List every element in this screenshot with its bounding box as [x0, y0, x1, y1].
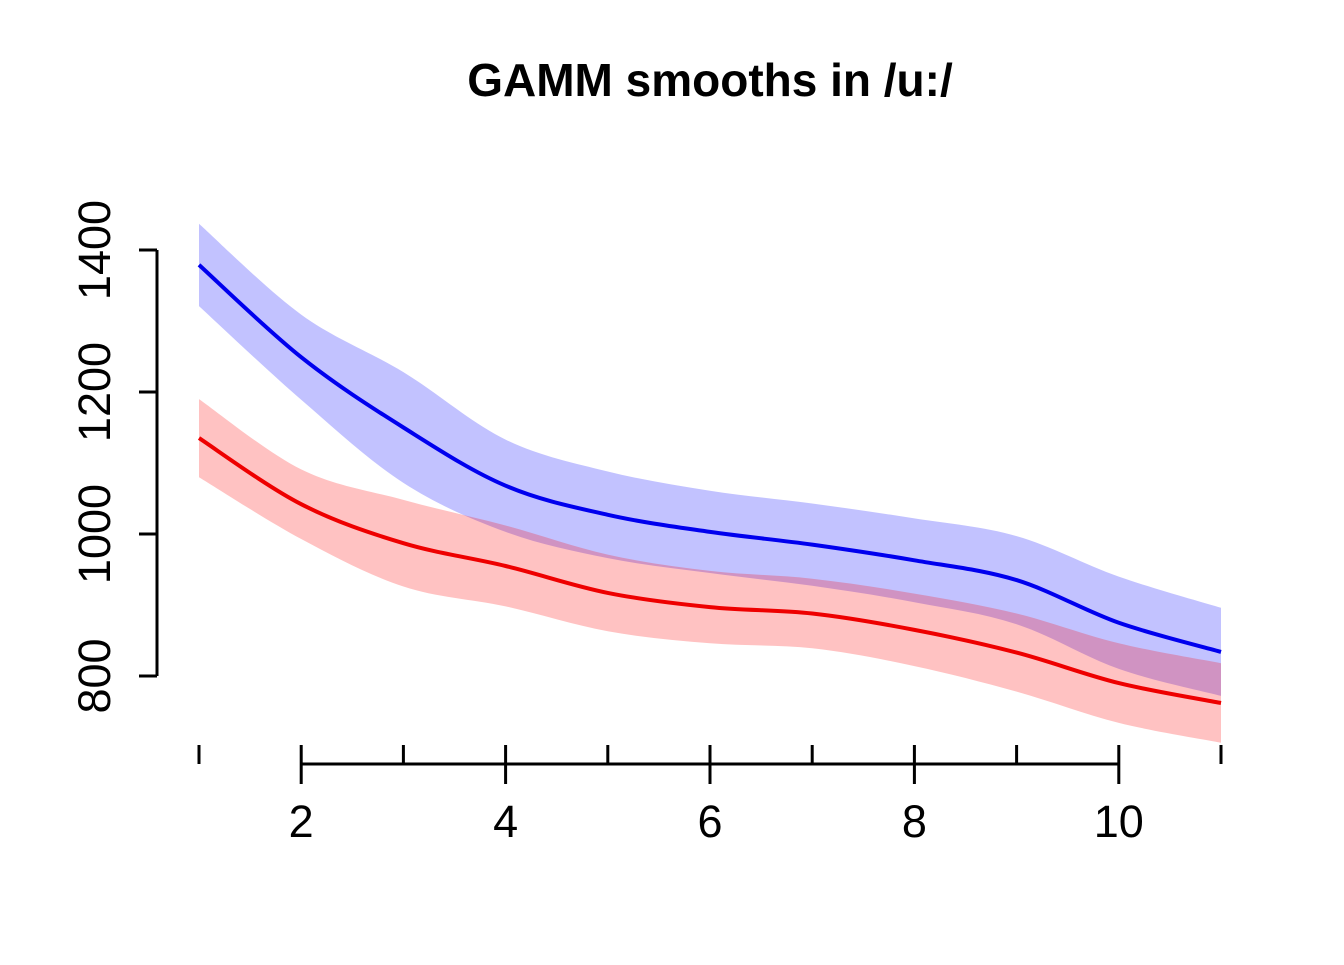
x-tick-label: 4 [493, 796, 518, 847]
blue-smooth-line [197, 263, 1222, 654]
x-tick-label: 6 [697, 796, 722, 847]
y-tick-label: 800 [69, 638, 120, 713]
tick-labels: 800 1000 1200 1400 2 4 6 8 10 [69, 200, 1144, 847]
axes [139, 248, 1223, 784]
chart-title: GAMM smooths in /u:/ [467, 54, 953, 106]
y-tick-label: 1200 [69, 342, 120, 442]
y-tick-label: 1400 [69, 200, 120, 300]
smooth-lines [197, 263, 1222, 705]
confidence-bands [199, 223, 1221, 743]
red-smooth-line [197, 436, 1222, 705]
red-smooth-band [199, 399, 1221, 743]
blue-smooth-band [199, 223, 1221, 696]
x-tick-label: 2 [289, 796, 314, 847]
x-tick-label: 10 [1094, 796, 1144, 847]
x-tick-label: 8 [902, 796, 927, 847]
y-tick-label: 1000 [69, 484, 120, 584]
